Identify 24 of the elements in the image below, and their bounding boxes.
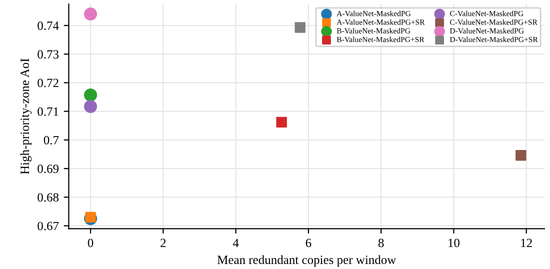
y-tick-label: 0.71 xyxy=(38,107,58,116)
point xyxy=(276,116,287,128)
point xyxy=(294,22,306,33)
point xyxy=(84,100,98,113)
point xyxy=(516,150,526,161)
y-axis-title: High-priority-zone AoI xyxy=(20,58,32,174)
x-tick-label: 8 xyxy=(378,238,384,248)
x-tick-label: 6 xyxy=(306,238,312,248)
y-tick-label: 0.68 xyxy=(38,193,59,202)
x-axis-title: Mean redundant copies per window xyxy=(217,255,396,267)
point xyxy=(85,212,96,223)
x-tick-label: 0 xyxy=(88,238,94,248)
x-tick-label: 4 xyxy=(232,238,239,248)
y-tick-label: 0.74 xyxy=(38,22,59,30)
y-tick-label: 0.72 xyxy=(38,78,58,88)
x-tick-label: 2 xyxy=(160,238,166,248)
x-tick-label: 12 xyxy=(521,238,532,248)
point xyxy=(84,8,98,21)
x-tick-label: 10 xyxy=(448,238,460,248)
y-tick-label: 0.67 xyxy=(38,222,59,230)
y-tick-label: 0.7 xyxy=(44,136,59,144)
point xyxy=(84,88,98,102)
y-tick-label: 0.73 xyxy=(38,50,59,59)
y-tick-label: 0.69 xyxy=(38,164,59,174)
